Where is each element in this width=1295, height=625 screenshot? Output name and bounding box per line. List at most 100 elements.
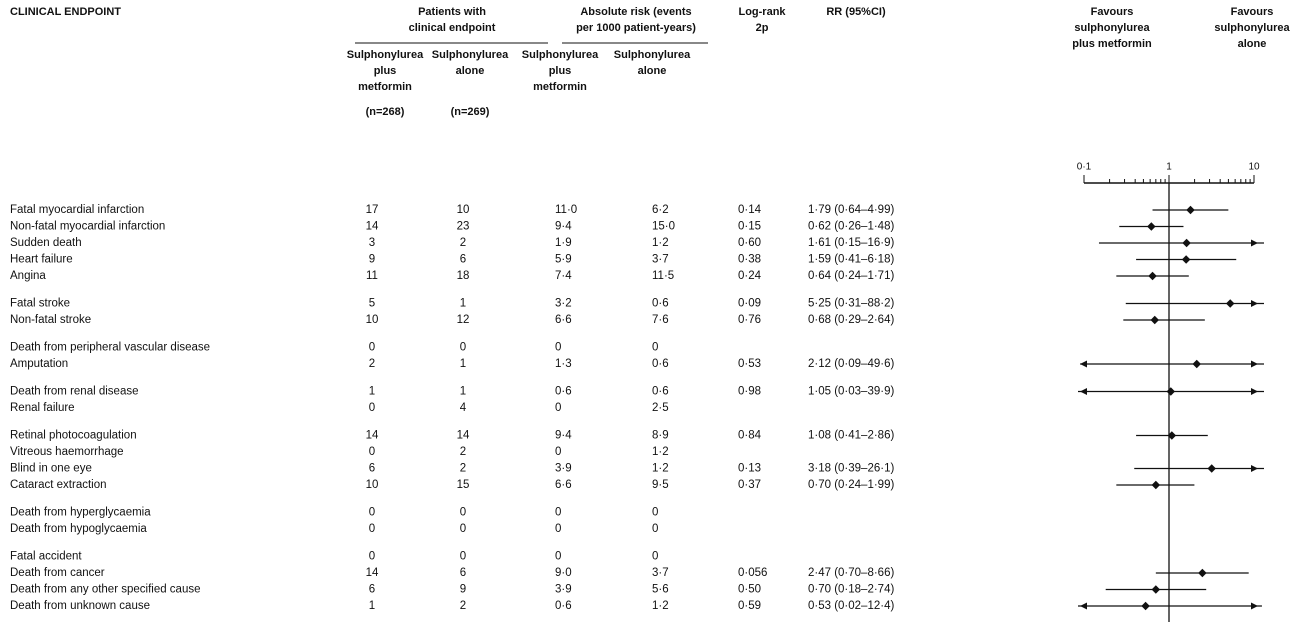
- endpoint-label: Death from renal disease: [10, 386, 138, 398]
- count-alone: 18: [457, 270, 470, 282]
- log-rank-p: 0·09: [738, 298, 761, 310]
- count-alone: 1: [460, 386, 466, 398]
- rr-ci: 1·61 (0·15–16·9): [808, 237, 894, 249]
- rr-ci: 1·59 (0·41–6·18): [808, 254, 894, 266]
- point-estimate: [1147, 222, 1156, 231]
- rr-ci: 0·53 (0·02–12·4): [808, 600, 894, 612]
- risk-combo: 0: [555, 523, 561, 535]
- endpoint-label: Fatal stroke: [10, 298, 70, 310]
- count-alone: 1: [460, 298, 466, 310]
- risk-alone: 1·2: [652, 237, 669, 249]
- point-estimate: [1151, 585, 1161, 594]
- count-combo: 5: [369, 298, 375, 310]
- count-combo: 1: [369, 386, 375, 398]
- endpoint-label: Cataract extraction: [10, 479, 107, 491]
- risk-alone: 9·5: [652, 479, 669, 491]
- rr-ci: 5·25 (0·31–88·2): [808, 298, 894, 310]
- ci-arrow: [1080, 602, 1087, 610]
- count-alone: 0: [460, 523, 466, 535]
- point-estimate: [1151, 480, 1161, 490]
- log-rank-p: 0·50: [738, 584, 761, 596]
- rr-ci: 0·62 (0·26–1·48): [808, 221, 894, 233]
- risk-combo: 6·6: [555, 314, 572, 326]
- ci-arrow: [1251, 360, 1258, 368]
- risk-alone: 0·6: [652, 298, 669, 310]
- endpoint-label: Death from unknown cause: [10, 600, 150, 612]
- ci-arrow: [1251, 388, 1258, 395]
- risk-alone: 7·6: [652, 314, 669, 326]
- header-favours-right: alone: [1238, 38, 1267, 50]
- point-estimate: [1167, 431, 1177, 440]
- risk-combo: 6·6: [555, 479, 572, 491]
- point-estimate: [1166, 387, 1176, 396]
- rr-ci: 0·64 (0·24–1·71): [808, 270, 894, 282]
- endpoint-label: Death from cancer: [10, 567, 105, 579]
- count-alone: 4: [460, 402, 467, 414]
- log-rank-p: 0·13: [738, 463, 761, 475]
- count-alone: 2: [460, 446, 466, 458]
- endpoint-label: Blind in one eye: [10, 463, 92, 475]
- endpoint-label: Renal failure: [10, 402, 75, 414]
- log-rank-p: 0·60: [738, 237, 761, 249]
- log-rank-p: 0·15: [738, 221, 761, 233]
- rr-ci: 1·08 (0·41–2·86): [808, 430, 894, 442]
- count-combo: 14: [366, 221, 379, 233]
- risk-alone: 5·6: [652, 584, 669, 596]
- point-estimate: [1150, 315, 1160, 325]
- rr-ci: 0·70 (0·24–1·99): [808, 479, 894, 491]
- count-alone: 0: [460, 507, 466, 519]
- risk-combo: 0·6: [555, 600, 572, 612]
- point-estimate: [1141, 601, 1150, 611]
- risk-alone: 0: [652, 523, 658, 535]
- endpoint-label: Death from hyperglycaemia: [10, 507, 151, 519]
- log-rank-p: 0·76: [738, 314, 761, 326]
- point-estimate: [1225, 299, 1235, 308]
- count-combo: 10: [366, 479, 379, 491]
- count-alone: 6: [460, 254, 466, 266]
- header-favours-left: sulphonylurea: [1074, 22, 1150, 34]
- header-favours-right: Favours: [1231, 6, 1274, 18]
- ci-arrow: [1251, 465, 1258, 472]
- x-tick-label: 10: [1248, 162, 1260, 173]
- risk-alone: 1·2: [652, 463, 669, 475]
- risk-combo: 1·9: [555, 237, 572, 249]
- count-alone: 2: [460, 237, 466, 249]
- count-combo: 9: [369, 254, 375, 266]
- risk-combo: 9·4: [555, 221, 572, 233]
- endpoint-label: Fatal accident: [10, 551, 82, 563]
- subheader: plus: [374, 65, 397, 77]
- count-alone: 1: [460, 358, 466, 370]
- count-alone: 0: [460, 342, 466, 354]
- risk-combo: 7·4: [555, 270, 572, 282]
- risk-combo: 5·9: [555, 254, 572, 266]
- risk-alone: 3·7: [652, 567, 669, 579]
- risk-combo: 0: [555, 551, 561, 563]
- count-combo: 14: [366, 430, 379, 442]
- header-favours-left: Favours: [1091, 6, 1134, 18]
- header-patients: Patients with: [418, 6, 486, 18]
- endpoint-label: Death from hypoglycaemia: [10, 523, 147, 535]
- subheader: Sulphonylurea: [522, 49, 599, 61]
- ci-arrow: [1080, 360, 1087, 368]
- risk-alone: 1·2: [652, 446, 669, 458]
- rr-ci: 1·05 (0·03–39·9): [808, 386, 894, 398]
- risk-alone: 6·2: [652, 204, 669, 216]
- ci-arrow: [1251, 239, 1258, 247]
- risk-combo: 1·3: [555, 358, 572, 370]
- subheader: Sulphonylurea: [347, 49, 424, 61]
- risk-combo: 0: [555, 507, 561, 519]
- log-rank-p: 0·24: [738, 270, 762, 282]
- header-favours-left: plus metformin: [1072, 38, 1152, 50]
- ci-arrow: [1251, 602, 1258, 610]
- rr-ci: 3·18 (0·39–26·1): [808, 463, 894, 475]
- subheader: plus: [549, 65, 572, 77]
- endpoint-label: Death from any other specified cause: [10, 584, 201, 596]
- forest-plot: [1078, 205, 1264, 611]
- risk-combo: 9·0: [555, 567, 572, 579]
- count-combo: 0: [369, 507, 375, 519]
- rr-ci: 2·47 (0·70–8·66): [808, 567, 894, 579]
- subheader: metformin: [533, 81, 587, 93]
- rr-ci: 2·12 (0·09–49·6): [808, 358, 894, 370]
- risk-alone: 8·9: [652, 430, 669, 442]
- endpoint-label: Death from peripheral vascular disease: [10, 342, 210, 354]
